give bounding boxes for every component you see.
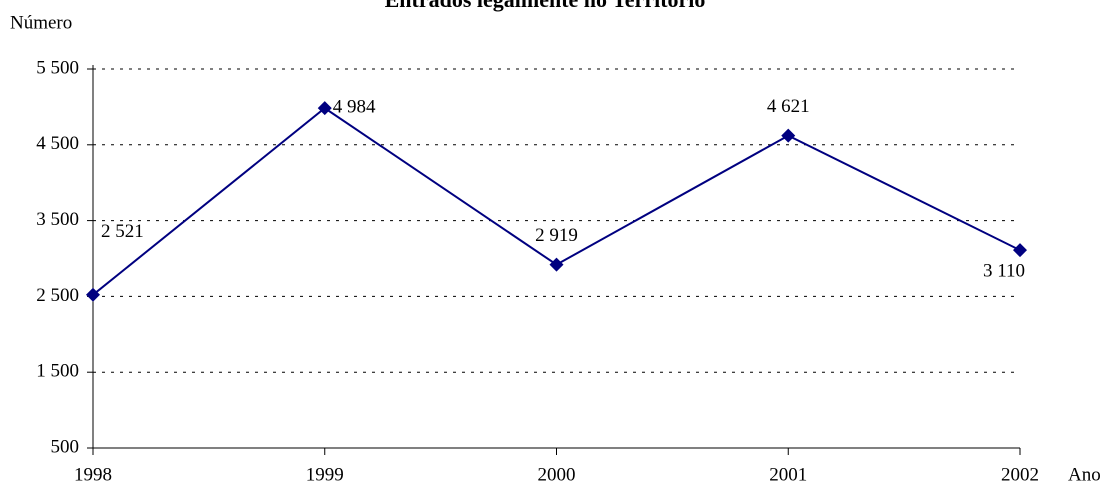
data-label: 2 919 — [535, 225, 578, 246]
y-tick-label: 500 — [51, 436, 80, 457]
marker — [1013, 243, 1027, 258]
y-tick-label: 2 500 — [36, 285, 79, 306]
data-label: 2 521 — [101, 221, 144, 242]
x-tick-label: 1999 — [306, 464, 344, 485]
x-tick-label: 1998 — [74, 464, 112, 485]
marker — [549, 257, 564, 272]
marker — [317, 101, 332, 116]
marker — [781, 128, 796, 143]
marker — [86, 287, 100, 302]
data-label: 4 621 — [767, 96, 810, 117]
x-tick-label: 2000 — [538, 464, 576, 485]
chart-title: Entrados legalmente no Território — [385, 0, 706, 12]
data-label: 3 110 — [983, 261, 1025, 282]
data-label: 4 984 — [333, 96, 376, 117]
y-tick-label: 3 500 — [36, 209, 79, 230]
x-tick-label: 2002 — [1001, 464, 1039, 485]
y-axis-label: Número — [10, 12, 72, 33]
y-tick-label: 1 500 — [36, 361, 79, 382]
x-axis-label: Ano — [1068, 464, 1101, 485]
y-tick-label: 4 500 — [36, 133, 79, 154]
y-tick-label: 5 500 — [36, 57, 79, 78]
x-tick-label: 2001 — [769, 464, 807, 485]
